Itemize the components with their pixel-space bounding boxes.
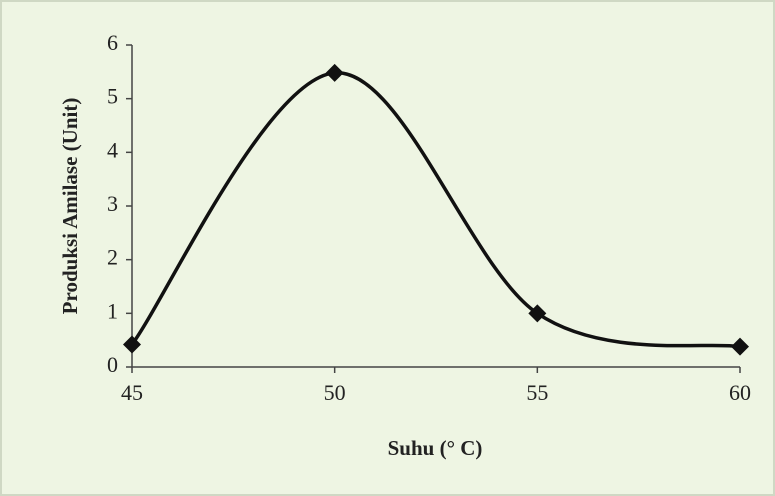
x-tick-label: 50 [324,380,346,405]
y-axis-title: Produksi Amilase (Unit) [58,98,82,315]
x-axis-title: Suhu (° C) [388,436,483,460]
x-tick-label: 45 [121,380,143,405]
x-tick-label: 55 [526,380,548,405]
y-tick-label: 1 [107,298,118,323]
y-tick-label: 2 [107,245,118,270]
y-tick-label: 3 [107,191,118,216]
y-tick-label: 6 [107,30,118,55]
y-tick-label: 4 [107,137,118,162]
x-tick-label: 60 [729,380,751,405]
y-tick-label: 5 [107,84,118,109]
y-tick-label: 0 [107,352,118,377]
chart: Suhu (° C) Produksi Amilase (Unit) 0 1 2 3 4… [0,0,775,496]
